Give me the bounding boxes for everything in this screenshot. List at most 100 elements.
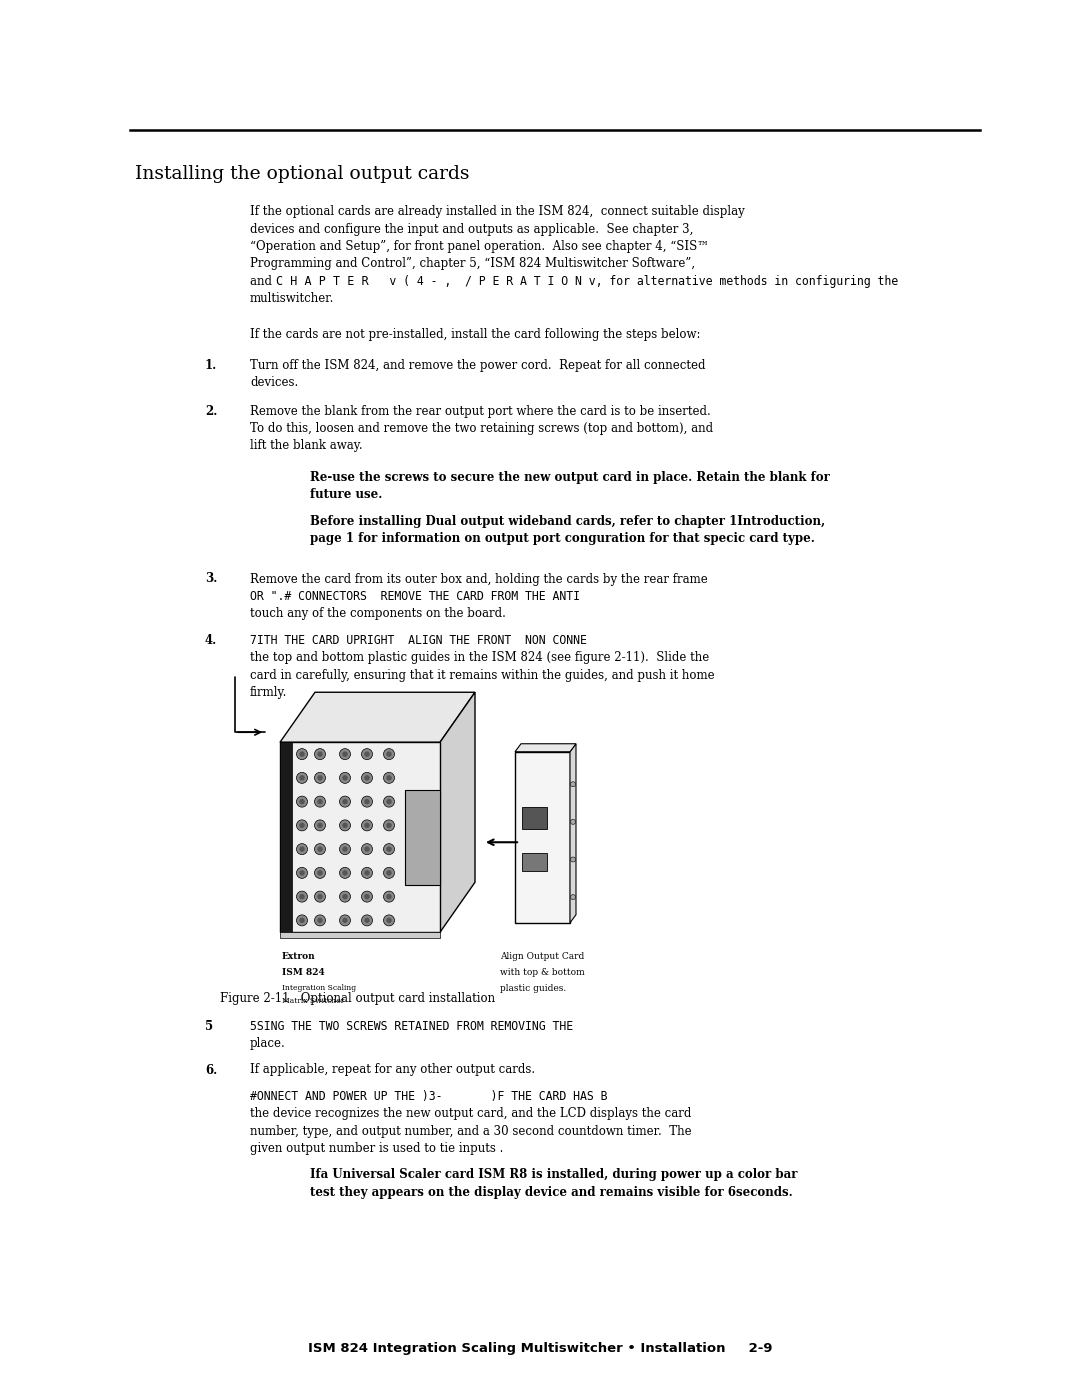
Circle shape — [342, 823, 348, 828]
Circle shape — [364, 894, 369, 900]
Circle shape — [364, 870, 369, 876]
Text: lift the blank away.: lift the blank away. — [249, 440, 363, 453]
Circle shape — [383, 868, 394, 879]
Circle shape — [364, 918, 369, 923]
Circle shape — [314, 796, 325, 807]
Circle shape — [339, 773, 351, 784]
Text: If the optional cards are already installed in the ISM 824,  connect suitable di: If the optional cards are already instal… — [249, 205, 745, 218]
Text: C H A P T E R: C H A P T E R — [276, 275, 368, 288]
Circle shape — [387, 823, 392, 828]
Text: touch any of the components on the board.: touch any of the components on the board… — [249, 608, 505, 620]
Text: devices and configure the input and outputs as applicable.  See chapter 3,: devices and configure the input and outp… — [249, 222, 693, 236]
Circle shape — [364, 823, 369, 828]
Text: 7ITH THE CARD UPRIGHT  ALIGN THE FRONT  NON CONNE: 7ITH THE CARD UPRIGHT ALIGN THE FRONT NO… — [249, 634, 586, 647]
Circle shape — [314, 820, 325, 831]
Text: #ONNECT AND POWER UP THE )3-       )F THE CARD HAS B: #ONNECT AND POWER UP THE )3- )F THE CARD… — [249, 1090, 607, 1102]
Circle shape — [297, 915, 308, 926]
Text: Remove the blank from the rear output port where the card is to be inserted.: Remove the blank from the rear output po… — [249, 405, 711, 418]
Circle shape — [299, 775, 305, 781]
Circle shape — [570, 820, 576, 824]
Circle shape — [362, 868, 373, 879]
Circle shape — [299, 752, 305, 757]
Circle shape — [570, 782, 576, 787]
Polygon shape — [515, 743, 576, 752]
Text: “Operation and Setup”, for front panel operation.  Also see chapter 4, “SIS™: “Operation and Setup”, for front panel o… — [249, 240, 708, 253]
Circle shape — [314, 891, 325, 902]
Text: Ifa Universal Scaler card ISM R8 is installed, during power up a color bar: Ifa Universal Scaler card ISM R8 is inst… — [310, 1168, 797, 1182]
Circle shape — [387, 799, 392, 805]
Text: multiswitcher.: multiswitcher. — [249, 292, 335, 306]
Text: ISM 824 Integration Scaling Multiswitcher • Installation     2-9: ISM 824 Integration Scaling Multiswitche… — [308, 1343, 772, 1355]
Circle shape — [362, 749, 373, 760]
Circle shape — [387, 775, 392, 781]
Text: Figure 2-11   Optional output card installation: Figure 2-11 Optional output card install… — [220, 992, 495, 1006]
Circle shape — [314, 844, 325, 855]
Circle shape — [383, 891, 394, 902]
Text: To do this, loosen and remove the two retaining screws (top and bottom), and: To do this, loosen and remove the two re… — [249, 422, 713, 434]
Circle shape — [318, 870, 323, 876]
Text: test they appears on the display device and remains visible for 6seconds.: test they appears on the display device … — [310, 1186, 793, 1199]
Circle shape — [339, 915, 351, 926]
Circle shape — [339, 796, 351, 807]
Circle shape — [299, 847, 305, 852]
Circle shape — [362, 915, 373, 926]
Text: and: and — [249, 275, 275, 288]
Circle shape — [314, 773, 325, 784]
Circle shape — [362, 820, 373, 831]
Circle shape — [387, 847, 392, 852]
Circle shape — [383, 844, 394, 855]
Text: the top and bottom plastic guides in the ISM 824 (see figure 2-11).  Slide the: the top and bottom plastic guides in the… — [249, 651, 710, 664]
Circle shape — [342, 847, 348, 852]
Circle shape — [383, 915, 394, 926]
Text: Programming and Control”, chapter 5, “ISM 824 Multiswitcher Software”,: Programming and Control”, chapter 5, “IS… — [249, 257, 696, 271]
Text: page 1 for information on output port conguration for that specic card type.: page 1 for information on output port co… — [310, 532, 815, 545]
Circle shape — [387, 870, 392, 876]
Circle shape — [383, 773, 394, 784]
Circle shape — [297, 820, 308, 831]
Circle shape — [318, 918, 323, 923]
Circle shape — [318, 752, 323, 757]
Circle shape — [387, 894, 392, 900]
Circle shape — [570, 894, 576, 900]
Bar — [280, 932, 440, 939]
Text: with top & bottom: with top & bottom — [500, 968, 584, 978]
Polygon shape — [440, 693, 475, 932]
Circle shape — [318, 847, 323, 852]
Circle shape — [342, 752, 348, 757]
Circle shape — [318, 775, 323, 781]
Text: If the cards are not pre-installed, install the card following the steps below:: If the cards are not pre-installed, inst… — [249, 327, 701, 341]
Circle shape — [299, 799, 305, 805]
Circle shape — [383, 749, 394, 760]
Text: 6.: 6. — [205, 1063, 217, 1077]
Circle shape — [342, 775, 348, 781]
Circle shape — [387, 752, 392, 757]
Circle shape — [318, 894, 323, 900]
Text: Before installing Dual output wideband cards, refer to chapter 1Introduction,: Before installing Dual output wideband c… — [310, 514, 825, 528]
Text: given output number is used to tie inputs .: given output number is used to tie input… — [249, 1143, 503, 1155]
Circle shape — [314, 749, 325, 760]
Circle shape — [342, 894, 348, 900]
Polygon shape — [570, 743, 576, 923]
Circle shape — [297, 868, 308, 879]
Text: ISM 824: ISM 824 — [282, 968, 325, 978]
Text: v ( 4 - ,  / P E R A T I O N v, for alternative methods in configuring the: v ( 4 - , / P E R A T I O N v, for alter… — [355, 275, 899, 288]
Text: card in carefully, ensuring that it remains within the guides, and push it home: card in carefully, ensuring that it rema… — [249, 669, 715, 682]
Circle shape — [364, 847, 369, 852]
Text: Extron: Extron — [282, 953, 315, 961]
Text: Installing the optional output cards: Installing the optional output cards — [135, 165, 470, 183]
Text: Re-use the screws to secure the new output card in place. Retain the blank for: Re-use the screws to secure the new outp… — [310, 471, 829, 483]
Text: Integration Scaling: Integration Scaling — [282, 985, 356, 992]
Text: future use.: future use. — [310, 489, 382, 502]
Circle shape — [299, 823, 305, 828]
Text: place.: place. — [249, 1037, 286, 1051]
Text: devices.: devices. — [249, 377, 298, 390]
Circle shape — [362, 844, 373, 855]
Circle shape — [318, 823, 323, 828]
Circle shape — [342, 918, 348, 923]
Bar — [405, 789, 440, 884]
Circle shape — [342, 870, 348, 876]
Text: 2.: 2. — [205, 405, 217, 418]
Circle shape — [297, 749, 308, 760]
Text: Turn off the ISM 824, and remove the power cord.  Repeat for all connected: Turn off the ISM 824, and remove the pow… — [249, 359, 705, 372]
Circle shape — [297, 891, 308, 902]
